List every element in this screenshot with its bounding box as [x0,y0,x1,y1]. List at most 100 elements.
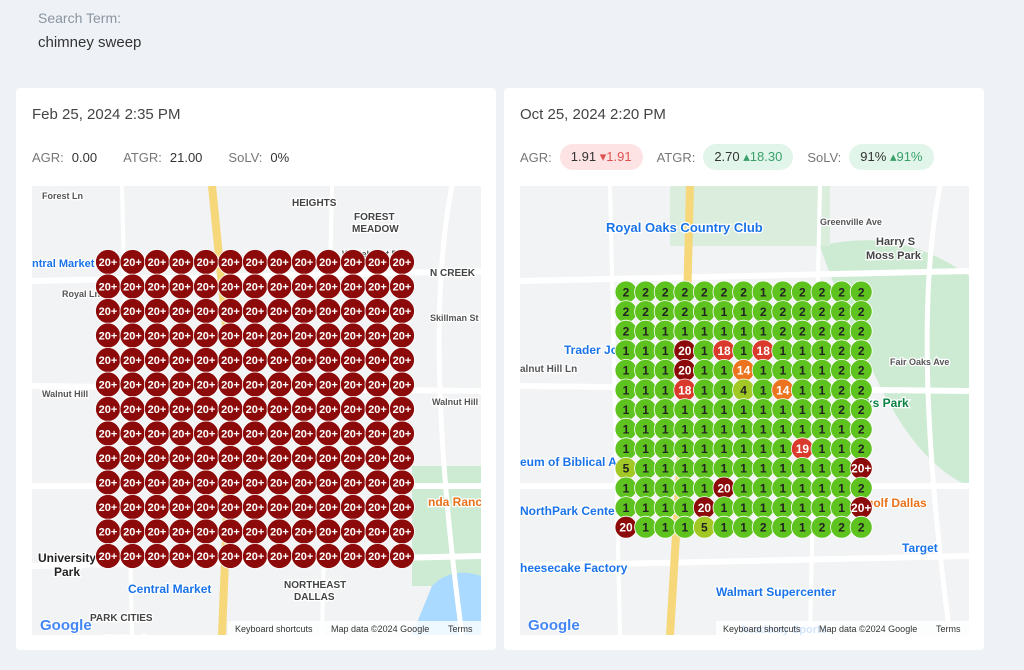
search-term: Search Term: chimney sweep [38,10,141,51]
rank-label: 20+ [221,330,240,342]
rank-label: 20+ [344,551,363,563]
map-label: heesecake Factory [520,561,628,575]
rank-label: 20+ [197,477,216,489]
rank-label: 1 [760,462,767,476]
rank-label: 1 [779,403,786,417]
rank-label: 2 [662,305,669,319]
rank-label: 1 [662,462,669,476]
rank-label: 20+ [99,502,118,514]
road [924,186,953,635]
rank-label: 1 [662,521,669,535]
map-label: Royal Oaks Country Club [606,220,763,235]
rank-label: 1 [799,501,806,515]
rank-label: 20+ [221,379,240,391]
rank-label: 14 [776,383,790,397]
rank-label: 20+ [393,379,412,391]
rank-label: 20+ [393,306,412,318]
metric: SoLV: 0% [228,144,301,170]
rank-label: 1 [799,364,806,378]
rank-pin [849,515,873,539]
rank-label: 20+ [99,453,118,465]
rank-label: 20+ [393,428,412,440]
rank-label: 1 [799,521,806,535]
rank-label: 1 [623,364,630,378]
rank-label: 20+ [270,526,289,538]
park [670,186,830,246]
rank-label: 20+ [246,453,265,465]
rank-label: 1 [721,423,728,437]
rank-label: 1 [740,442,747,456]
rank-label: 20+ [172,453,191,465]
rank-label: 20+ [344,428,363,440]
rank-label: 20+ [295,502,314,514]
rank-label: 1 [623,442,630,456]
rank-label: 20+ [393,477,412,489]
rank-label: 2 [623,305,630,319]
rank-label: 1 [740,521,747,535]
map-label: Harry S [876,236,915,248]
rank-label: 20+ [197,379,216,391]
map-label: NORTHEAST [284,580,346,591]
rank-label: 20+ [319,551,338,563]
rank-label: 1 [819,344,826,358]
rank-label: 20+ [123,551,142,563]
rank-label: 1 [623,501,630,515]
rank-label: 20+ [197,306,216,318]
rank-label: 1 [799,481,806,495]
rank-label: 1 [779,501,786,515]
metric-name: ATGR: [123,149,162,165]
rank-label: 2 [858,481,865,495]
footer-bg [228,621,481,635]
terms: Terms [448,624,473,634]
rank-label: 1 [760,285,767,299]
rank-label: 2 [681,305,688,319]
rank-label: 1 [681,481,688,495]
rank-label: 2 [799,285,806,299]
rank-label: 1 [721,364,728,378]
metric-name: AGR: [32,149,64,165]
rank-label: 20+ [197,281,216,293]
rank-label: 20+ [148,453,167,465]
road [520,268,969,284]
rank-label: 2 [838,325,845,339]
rank-label: 20+ [148,526,167,538]
rank-label: 1 [779,462,786,476]
rank-label: 1 [819,423,826,437]
rank-label: 1 [779,521,786,535]
map-label: Moss Park [866,250,922,262]
rank-label: 20+ [172,379,191,391]
metric-pill: 2.70 ▴18.30 [703,144,794,170]
rank-label: 20+ [368,257,387,269]
rank-label: 1 [779,481,786,495]
rank-label: 20+ [221,257,240,269]
change-value: 91% [896,149,923,164]
rank-label: 20+ [221,526,240,538]
rank-label: 4 [740,383,747,397]
map-label: FOREST [354,212,395,223]
rank-label: 20+ [221,306,240,318]
rank-label: 1 [701,383,708,397]
rank-label: 1 [838,442,845,456]
rank-label: 20+ [221,453,240,465]
rank-label: 20+ [295,526,314,538]
rank-label: 1 [740,403,747,417]
rank-label: 20+ [172,330,191,342]
rank-label: 20+ [344,404,363,416]
rank-label: 20+ [851,462,871,476]
rank-label: 1 [662,442,669,456]
rank-label: 1 [623,344,630,358]
rank-label: 1 [701,325,708,339]
rank-label: 1 [701,364,708,378]
rank-label: 20 [717,481,731,495]
rank-label: 2 [779,285,786,299]
rank-label: 2 [799,325,806,339]
rank-label: 20+ [270,257,289,269]
rank-pin [389,543,415,569]
rank-label: 1 [721,383,728,397]
rank-label: 1 [681,423,688,437]
map-label: Fair Oaks Ave [890,357,949,367]
rank-label: 20+ [123,330,142,342]
rank-label: 2 [760,521,767,535]
rank-label: 1 [838,462,845,476]
